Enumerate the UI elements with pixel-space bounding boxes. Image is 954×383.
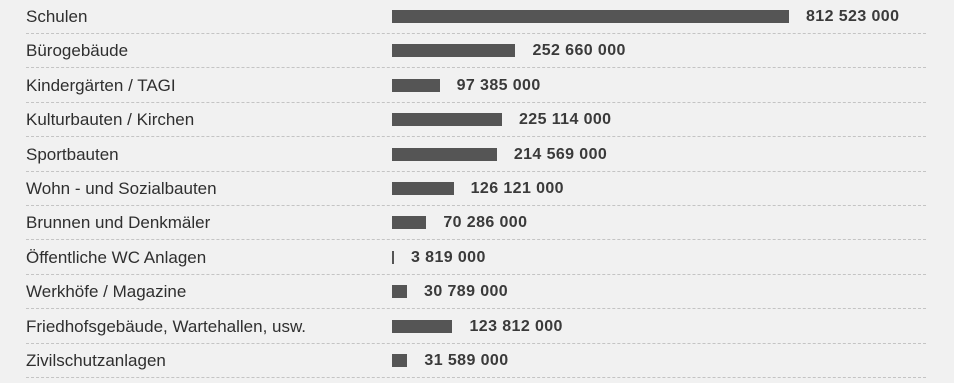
value-label: 97 385 000 [456, 76, 541, 94]
value-label: 812 523 000 [806, 8, 900, 25]
value-label: 30 789 000 [424, 283, 509, 301]
category-label: Zivilschutzanlagen [26, 351, 166, 370]
category-label: Kindergärten / TAGI [26, 75, 176, 95]
value-label: 3 819 000 [411, 248, 486, 266]
value-label: 70 286 000 [443, 214, 528, 232]
bar-row: Kindergärten / TAGI 97 385 000 [26, 69, 926, 103]
bar [392, 44, 516, 58]
value-label: 123 812 000 [469, 317, 563, 335]
bar-row: Bürogebäude 252 660 000 [26, 34, 926, 69]
category-label: Öffentliche WC Anlagen [26, 247, 207, 267]
category-label: Friedhofsgebäude, Wartehallen, usw. [26, 316, 307, 336]
bar [392, 319, 453, 333]
bar [392, 78, 440, 92]
bar [392, 113, 502, 127]
category-label: Sportbauten [26, 144, 119, 164]
category-label: Schulen [26, 7, 88, 26]
category-label: Bürogebäude [26, 41, 129, 61]
bar [392, 354, 408, 367]
bar [392, 285, 408, 299]
bar-row: Friedhofsgebäude, Wartehallen, usw. 123 8… [26, 310, 926, 344]
value-label: 225 114 000 [518, 111, 612, 129]
value-label: 214 569 000 [513, 145, 608, 163]
category-label: Wohn - und Sozialbauten [26, 179, 217, 198]
bar-row: Öffentliche WC Anlagen 3 819 000 [26, 241, 926, 275]
bar-row: Zivilschutzanlagen 31 589 000 [26, 344, 926, 378]
bar-row: Werkhöfe / Magazine 30 789 000 [26, 275, 926, 310]
bar [392, 182, 454, 195]
bar [392, 10, 789, 23]
bar [392, 216, 427, 230]
value-label: 126 121 000 [470, 180, 564, 197]
bar-row: Kulturbauten / Kirchen 225 114 000 [26, 103, 926, 138]
category-label: Kulturbauten / Kirchen [26, 110, 195, 130]
bar [392, 147, 497, 161]
category-label: Brunnen und Denkmäler [26, 213, 211, 233]
bar-row: Brunnen und Denkmäler 70 286 000 [26, 206, 926, 241]
bar-row: Schulen 812 523 000 [26, 0, 926, 34]
value-label: 31 589 000 [424, 352, 509, 369]
value-label: 252 660 000 [532, 42, 626, 60]
bar-row: Wohn - und Sozialbauten 126 121 000 [26, 172, 926, 206]
category-label: Werkhöfe / Magazine [26, 282, 187, 302]
bar [392, 250, 394, 264]
bar-row: Sportbauten 214 569 000 [26, 138, 926, 172]
